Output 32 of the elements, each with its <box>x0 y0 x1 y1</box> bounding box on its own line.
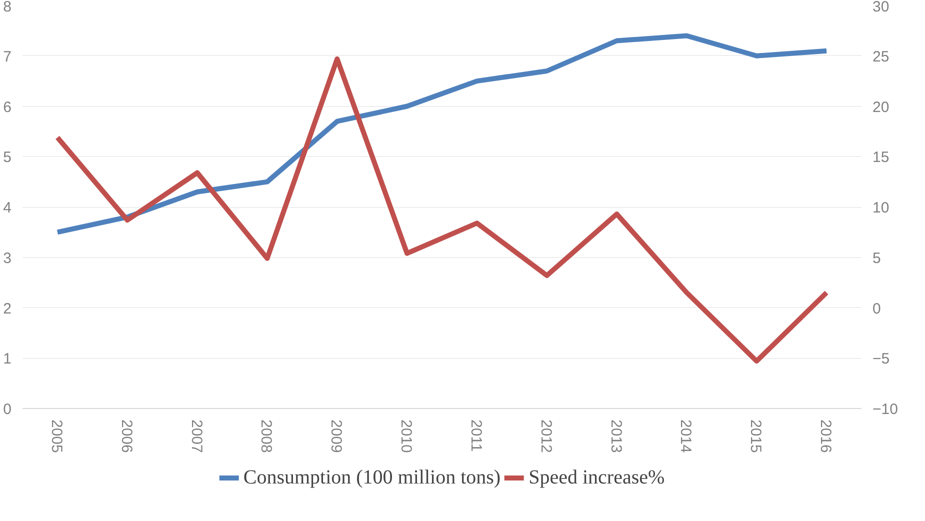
y-tick-label: 3 <box>3 250 12 267</box>
x-tick-label: 2007 <box>188 420 205 453</box>
y2-tick-label: 0 <box>872 300 881 318</box>
legend-label: Speed increase% <box>528 466 665 489</box>
y2-tick-label: 5 <box>872 250 881 267</box>
legend-label: Consumption (100 million tons) <box>243 466 501 489</box>
x-tick-label: 2006 <box>118 420 135 453</box>
y2-tick-label: 10 <box>872 200 890 216</box>
x-tick-label: 2008 <box>258 420 275 453</box>
x-tick-label: 2015 <box>747 420 764 453</box>
y-tick-label: 8 <box>3 0 12 16</box>
x-tick-label: 2013 <box>607 420 624 453</box>
y-tick-label: 0 <box>3 401 12 418</box>
y-tick-label: 1 <box>3 350 12 368</box>
x-tick-label: 2011 <box>467 420 484 452</box>
y2-tick-label: 30 <box>872 0 890 16</box>
x-tick-label: 2016 <box>817 420 834 453</box>
x-tick-label: 2010 <box>398 420 415 453</box>
x-tick-label: 2012 <box>537 420 554 453</box>
y-tick-label: 4 <box>3 200 12 216</box>
y2-tick-label: 15 <box>872 149 890 166</box>
y-tick-label: 2 <box>3 300 12 318</box>
y2-tick-label: 25 <box>872 48 890 66</box>
y2-tick-label: 20 <box>872 98 890 116</box>
y-tick-label: 6 <box>3 98 12 116</box>
x-tick-label: 2005 <box>48 420 65 453</box>
x-tick-label: 2009 <box>328 420 345 453</box>
y-tick-label: 5 <box>3 149 12 166</box>
y-tick-label: 7 <box>3 48 12 66</box>
y2-tick-label: −5 <box>872 350 890 368</box>
x-tick-label: 2014 <box>677 420 694 453</box>
y2-tick-label: −10 <box>872 401 898 418</box>
